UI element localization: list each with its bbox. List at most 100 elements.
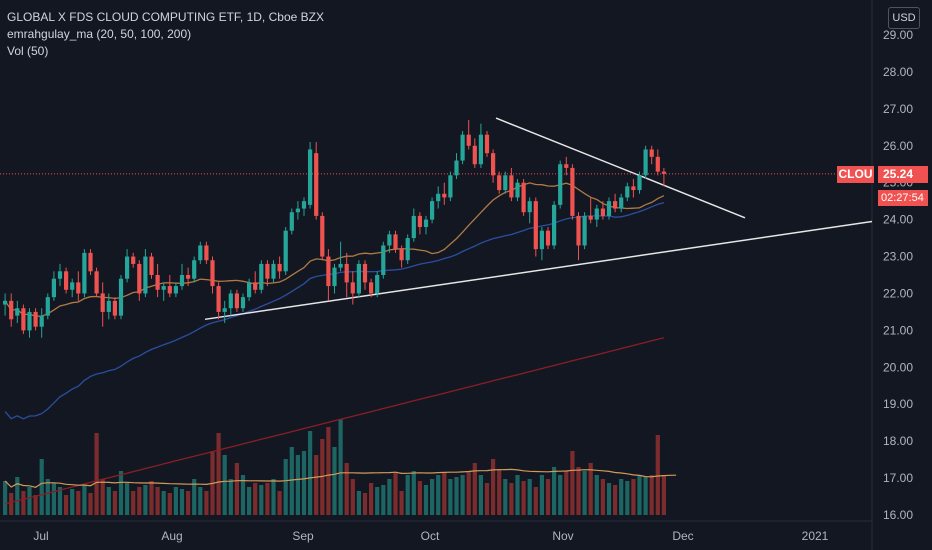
volume-bar (631, 479, 636, 515)
candle-body (631, 186, 636, 191)
candle-body (552, 204, 557, 246)
candle-body (381, 245, 386, 275)
candle-body (369, 282, 374, 294)
volume-bar (277, 491, 282, 515)
candle-body (198, 245, 203, 261)
volume-bar (478, 475, 483, 515)
volume-bar (15, 477, 20, 515)
trendlines (0, 117, 873, 321)
x-tick-label: Aug (161, 529, 182, 543)
candle-body (613, 201, 618, 209)
candle-body (326, 256, 331, 287)
candle-body (76, 282, 81, 294)
volume-bar (70, 489, 75, 515)
volume-bar (423, 485, 429, 515)
volume-label[interactable]: Vol (50) (7, 44, 49, 58)
volume-bar (472, 463, 477, 515)
volume-bar (405, 475, 410, 515)
candle-body (521, 182, 526, 213)
volume-bar (600, 479, 605, 515)
volume-bar (39, 459, 44, 515)
volume-bar (564, 471, 569, 515)
y-tick-label: 24.00 (883, 213, 913, 227)
candle-body (57, 271, 63, 279)
candle-body (619, 197, 624, 209)
candle-body (338, 263, 343, 268)
volume-bar (545, 479, 551, 515)
x-tick-label: Jul (33, 529, 48, 543)
volume-bar (240, 475, 246, 515)
volume-bars (3, 419, 666, 515)
candle-body (344, 263, 349, 283)
volume-bar (94, 433, 99, 515)
candle-body (362, 263, 368, 283)
candle-body (94, 271, 99, 294)
candle-body (3, 300, 8, 305)
candle-body (466, 134, 471, 146)
candle-body (106, 300, 111, 312)
y-tick-label: 19.00 (883, 397, 913, 411)
candle-body (545, 230, 551, 246)
volume-bar (314, 455, 319, 515)
candle-body (70, 282, 75, 290)
volume-bar (265, 483, 270, 515)
volume-bar (45, 479, 50, 515)
volume-bar (167, 493, 172, 515)
candle-body (448, 175, 453, 198)
volume-bar (533, 487, 538, 515)
currency-button[interactable]: USD (888, 7, 920, 29)
volume-bar (491, 459, 496, 515)
volume-bar (582, 471, 587, 515)
volume-bar (613, 485, 618, 515)
candle-body (539, 230, 544, 250)
volume-bar (186, 491, 191, 515)
x-tick-label: Oct (421, 529, 440, 543)
last-price-tag: 25.24 (878, 166, 928, 183)
ticker-tag: CLOU (837, 166, 874, 183)
candle-body (149, 256, 154, 275)
volume-bar (649, 475, 654, 515)
candle-body (661, 171, 666, 174)
volume-bar (9, 493, 14, 515)
volume-bar (326, 427, 331, 515)
candle-body (33, 311, 38, 327)
ma200-line (4, 337, 665, 505)
indicator-label[interactable]: emrahgulay_ma (20, 50, 100, 200) (7, 27, 192, 41)
y-tick-label: 16.00 (883, 508, 913, 522)
candle-body (533, 201, 538, 250)
resistance-trendline (495, 117, 746, 219)
candle-body (320, 215, 325, 257)
candle-body (387, 234, 392, 246)
candle-body (161, 286, 166, 290)
candle-body (295, 208, 300, 213)
candle-body (167, 286, 172, 294)
volume-bar (430, 479, 435, 515)
candle-body (594, 208, 599, 220)
candle-body (350, 282, 355, 294)
y-tick-label: 18.00 (883, 434, 913, 448)
candle-body (100, 293, 105, 312)
candle-body (112, 300, 117, 316)
y-tick-label: 22.00 (883, 286, 913, 300)
candle-body (186, 275, 191, 279)
symbol-title[interactable]: GLOBAL X FDS CLOUD COMPUTING ETF, 1D, Cb… (7, 10, 324, 24)
candle-body (375, 275, 380, 294)
candle-body (417, 215, 422, 227)
volume-bar (204, 491, 209, 515)
candle-body (637, 175, 642, 191)
candle-body (643, 149, 648, 176)
candle-body (497, 175, 502, 191)
candle-body (509, 175, 514, 198)
candle-body (240, 297, 246, 309)
x-tick-label: 2021 (802, 529, 829, 543)
volume-bar (466, 471, 471, 515)
volume-bar (594, 475, 599, 515)
candle-body (460, 134, 465, 161)
volume-bar (112, 491, 117, 515)
candle-body (442, 193, 447, 198)
candle-body (253, 282, 258, 290)
candle-body (118, 278, 124, 316)
candle-body (277, 263, 282, 272)
candle-body (576, 215, 581, 246)
